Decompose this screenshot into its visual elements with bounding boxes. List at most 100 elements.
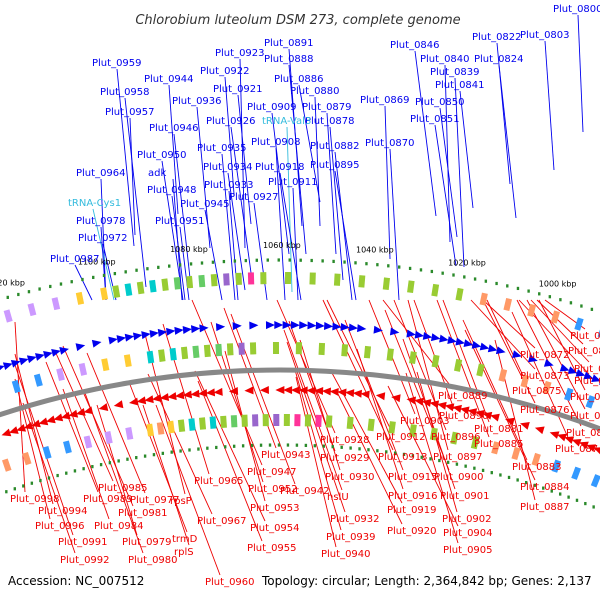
gene-label-reverse: Plut_0967 [197, 516, 247, 527]
gene-label-forward: Plut_0958 [100, 87, 150, 98]
gene-label-forward: adk [148, 168, 166, 179]
reverse-gene-arrow [198, 389, 208, 398]
leader-line-forward [100, 178, 107, 301]
leader-line-forward [253, 202, 268, 301]
outer-tick-dot [387, 264, 390, 268]
leader-line-reverse [387, 385, 459, 527]
outer-tick-dot [266, 258, 269, 262]
leader-line-reverse [62, 388, 110, 520]
gene-block [363, 345, 372, 359]
leader-line-forward [161, 160, 184, 301]
forward-gene-arrow [174, 326, 184, 335]
leader-line-reverse [407, 299, 449, 451]
leader-line-reverse [84, 392, 144, 554]
gene-block [590, 474, 600, 488]
gene-block [42, 445, 52, 460]
forward-gene-arrow [108, 336, 118, 345]
forward-gene-arrow [215, 323, 226, 332]
gene-label-reverse: Plut_0992 [60, 555, 110, 566]
forward-gene-arrow [471, 340, 482, 349]
forward-gene-arrow [348, 323, 359, 332]
outer-tick-dot [452, 273, 455, 277]
gene-block [388, 421, 396, 434]
leader-line-forward [171, 195, 186, 301]
leader-line-forward [334, 170, 357, 301]
reverse-gene-arrow [475, 410, 485, 418]
outer-tick-dot [376, 263, 379, 267]
inner-tick-dot [215, 445, 218, 450]
gene-label-reverse: Plut_0884 [520, 482, 570, 493]
inner-tick-dot [232, 444, 236, 448]
gene-block [230, 415, 238, 428]
gene-block [27, 302, 37, 317]
leader-line-forward [239, 58, 246, 249]
gene-label-reverse: Plut_0864 [574, 376, 600, 387]
leader-line-forward [204, 209, 223, 301]
inner-tick-dot [349, 446, 352, 450]
inner-tick-dot [376, 449, 379, 453]
kbp-tick-label: 1040 kbp [356, 245, 394, 254]
inner-tick-dot [277, 443, 281, 447]
inner-tick-dot [322, 444, 325, 448]
forward-gene-arrow [299, 321, 309, 330]
gene-block [453, 358, 463, 372]
gene-block [527, 303, 537, 318]
gene-label-reverse: Plut_0939 [326, 532, 376, 543]
forward-gene-arrow [332, 322, 342, 331]
reverse-gene-arrow [321, 387, 331, 396]
reverse-gene-arrow [205, 388, 216, 397]
forward-gene-arrow [567, 366, 578, 375]
inner-tick-dot [446, 460, 450, 464]
reverse-gene-arrow [459, 406, 470, 415]
outer-tick-dot [244, 258, 248, 263]
reverse-gene-arrow [352, 389, 363, 398]
forward-gene-arrow [527, 354, 538, 363]
gene-label-forward: Plut_0851 [410, 114, 460, 125]
gene-block [564, 387, 574, 402]
inner-tick-dot [358, 447, 361, 451]
gene-block [177, 419, 186, 433]
forward-gene-arrow [290, 321, 300, 330]
gene-label-reverse: Plut_0928 [320, 435, 370, 446]
inner-tick-dot [152, 453, 156, 457]
gene-block [192, 345, 200, 359]
gene-block [156, 422, 165, 435]
reverse-gene-arrow [129, 397, 139, 406]
forward-gene-arrow [274, 321, 284, 330]
leader-line-reverse [384, 309, 450, 471]
outer-tick-dot [516, 286, 520, 291]
gene-label-forward: Plut_0927 [229, 192, 279, 203]
inner-tick-dot [126, 457, 129, 461]
gene-label-forward: Plut_0869 [360, 95, 410, 106]
gene-block [173, 277, 181, 290]
leader-line-reverse [45, 361, 99, 493]
reverse-gene-arrow [151, 394, 162, 403]
inner-tick-dot [455, 462, 459, 466]
gene-block [304, 414, 312, 427]
reverse-gene-arrow [306, 386, 316, 395]
outer-tick-dot [6, 295, 9, 299]
gene-block [223, 273, 230, 286]
forward-gene-arrow [307, 321, 317, 330]
outer-tick-dot [419, 268, 423, 272]
gene-label-reverse: Plut_0883 [512, 462, 562, 473]
gene-block [209, 416, 217, 429]
leader-line-forward [271, 112, 290, 255]
outer-tick-dot [310, 258, 313, 263]
outer-tick-dot [49, 284, 52, 289]
kbp-tick-label: 1100 kbp [78, 258, 116, 267]
gene-label-reverse: Plut_0996 [35, 521, 85, 532]
kbp-tick-label: 1120 kbp [0, 278, 25, 287]
gene-label-forward: Plut_0933 [204, 180, 254, 191]
gene-label-forward: Plut_0923 [215, 48, 265, 59]
gene-label-reverse: Plut_0890 [439, 411, 489, 422]
gene-label-reverse: Plut_0901 [440, 491, 490, 502]
outer-tick-dot [408, 266, 412, 271]
gene-block [262, 414, 269, 427]
leader-line-forward [227, 172, 246, 291]
outer-tick-dot [548, 295, 552, 299]
gene-label-forward: Plut_0921 [213, 84, 263, 95]
leader-line-reverse [14, 353, 54, 505]
outer-tick-dot [538, 292, 541, 296]
reverse-gene-arrow [534, 426, 545, 435]
